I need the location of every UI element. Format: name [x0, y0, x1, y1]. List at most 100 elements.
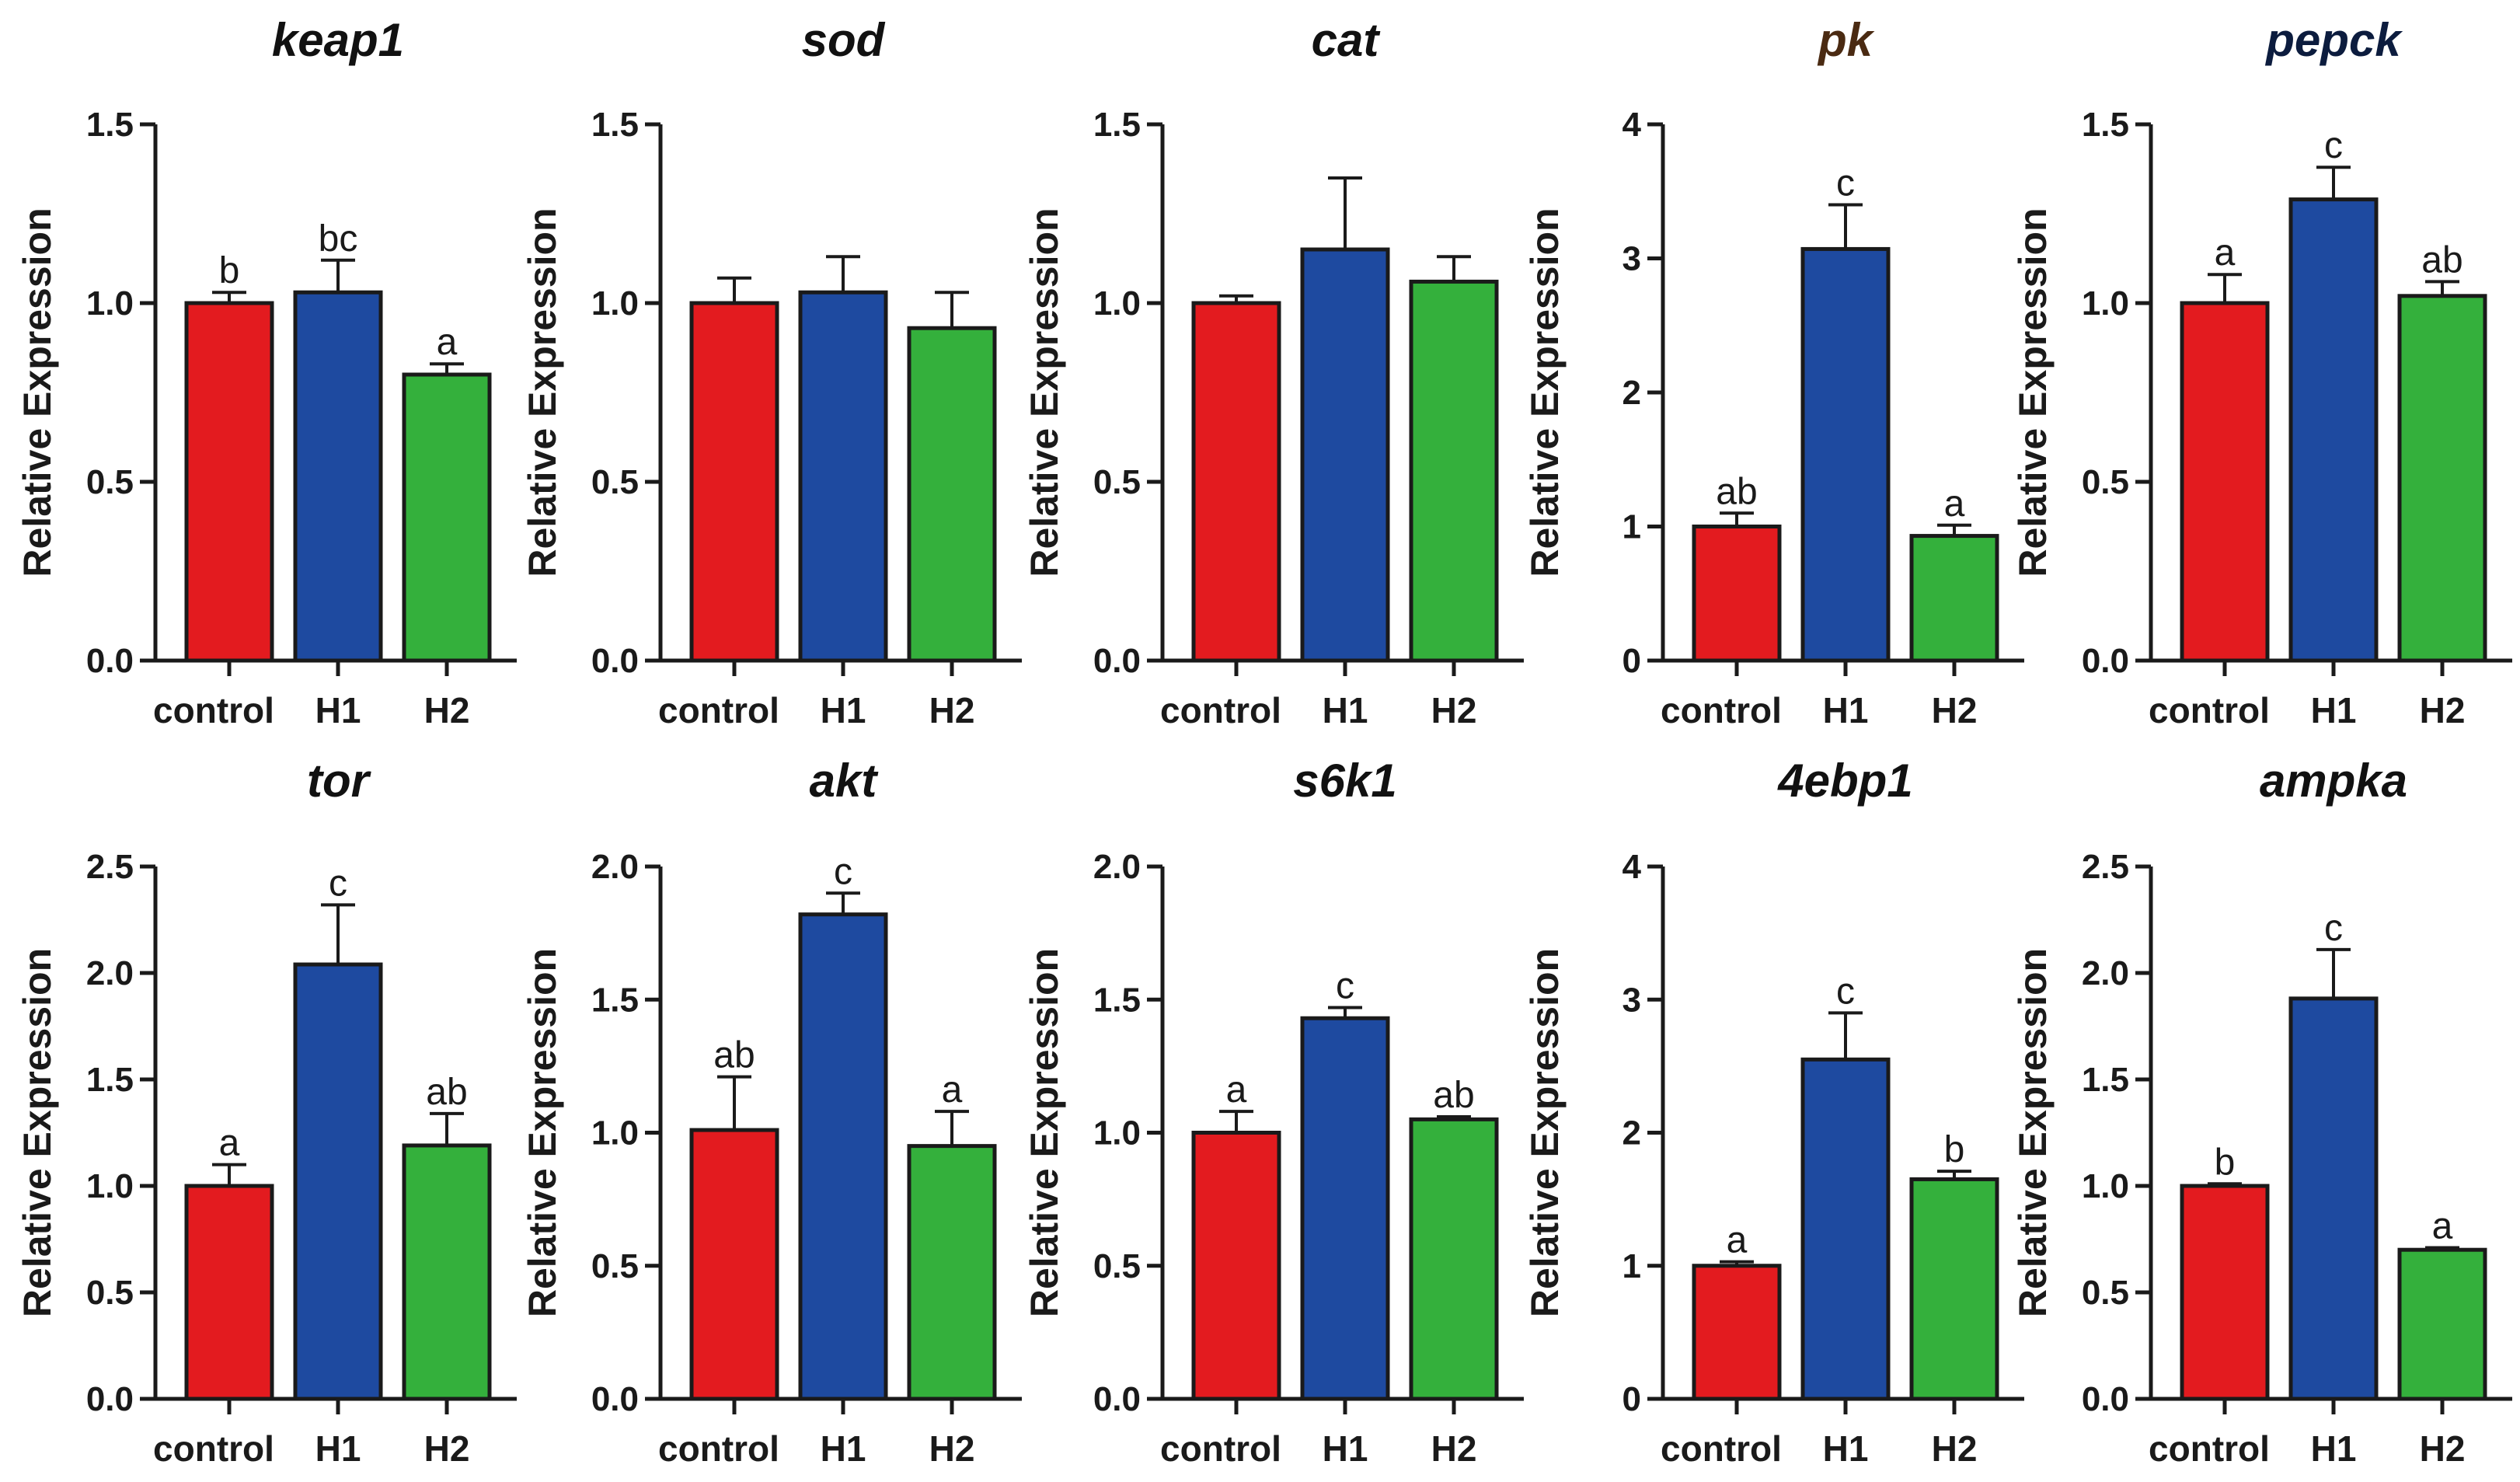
significance-letter: c — [834, 851, 852, 892]
bar-control — [184, 301, 274, 663]
significance-letter: a — [1944, 483, 1965, 525]
significance-letter: ab — [1433, 1075, 1474, 1116]
significance-letter: a — [437, 322, 458, 363]
y-tick-label: 1.5 — [2082, 106, 2129, 144]
significance-letter: a — [1226, 1069, 1247, 1111]
x-tick-label: control — [2149, 1428, 2270, 1469]
x-tick-label: H2 — [1431, 690, 1477, 731]
y-axis-label: Relative Expression — [2011, 207, 2055, 577]
y-tick-label: 2.0 — [591, 848, 639, 886]
bar-control — [184, 1184, 274, 1401]
chart-panel-akt: akt Relative Expression 0.0 0.5 1.0 1.5 2.0 ab c… — [521, 755, 1022, 1469]
chart-panel-sod: sod Relative Expression 0.0 0.5 1.0 1.5 contro… — [521, 14, 1022, 731]
bar-H1 — [293, 290, 383, 663]
x-tick-label: control — [1160, 690, 1281, 731]
x-tick-label: H2 — [929, 1428, 975, 1469]
x-tick-label: H1 — [1323, 1428, 1368, 1469]
x-tick-label: control — [1661, 1428, 1782, 1469]
significance-letter: bc — [319, 218, 358, 260]
y-tick-label: 0.5 — [2082, 463, 2129, 501]
y-tick-label: 2 — [1622, 374, 1641, 412]
bar-H1 — [798, 290, 888, 663]
x-tick-label: H1 — [315, 690, 361, 731]
y-tick-label: 1.0 — [591, 1114, 639, 1152]
x-tick-label: H2 — [2420, 690, 2466, 731]
y-tick-label: 0.5 — [591, 1247, 639, 1285]
x-tick-label: H1 — [315, 1428, 361, 1469]
significance-letter: ab — [713, 1035, 755, 1076]
significance-letter: ab — [1716, 471, 1757, 512]
bar-H1 — [2288, 197, 2379, 663]
bar-control — [1692, 525, 1782, 663]
y-tick-label: 0.0 — [86, 1380, 134, 1418]
chart-title: tor — [307, 755, 372, 807]
bar-H2 — [907, 1144, 997, 1401]
bar-control — [1692, 1264, 1782, 1401]
x-tick-label: H1 — [1823, 1428, 1869, 1469]
bar-H1 — [798, 912, 888, 1401]
bar-H2 — [2397, 294, 2487, 663]
y-tick-label: 2.0 — [1093, 848, 1141, 886]
x-tick-label: control — [1661, 690, 1782, 731]
y-tick-label: 4 — [1622, 106, 1642, 144]
bar-H2 — [1409, 279, 1499, 663]
x-tick-label: control — [658, 690, 779, 731]
chart-panel-4ebp1: 4ebp1 Relative Expression 0 1 2 3 4 a control c H1… — [1523, 755, 2024, 1469]
x-tick-label: H1 — [1323, 690, 1368, 731]
x-tick-label: control — [153, 1428, 274, 1469]
significance-letter: a — [219, 1123, 240, 1164]
bar-H2 — [402, 1143, 492, 1401]
significance-letter: a — [2215, 232, 2236, 274]
bar-control — [1191, 1131, 1281, 1401]
chart-panel-ampka: ampka Relative Expression 0.0 0.5 1.0 1.5 2.0 2… — [2011, 755, 2512, 1469]
y-tick-label: 1.5 — [2082, 1061, 2129, 1099]
y-tick-label: 1.5 — [591, 981, 639, 1019]
significance-letter: b — [1944, 1129, 1965, 1170]
bar-H1 — [1300, 247, 1390, 663]
y-tick-label: 0 — [1622, 642, 1641, 680]
x-tick-label: H1 — [1823, 690, 1869, 731]
x-tick-label: H1 — [821, 1428, 866, 1469]
y-tick-label: 4 — [1622, 848, 1642, 886]
bar-control — [689, 301, 779, 663]
y-tick-label: 1.0 — [2082, 1167, 2129, 1205]
y-axis-label: Relative Expression — [16, 948, 59, 1317]
y-tick-label: 1.5 — [591, 106, 639, 144]
x-tick-label: control — [658, 1428, 779, 1469]
y-tick-label: 0.5 — [86, 463, 134, 501]
chart-title: s6k1 — [1293, 755, 1396, 807]
significance-letter: c — [1836, 971, 1855, 1012]
bar-control — [1191, 301, 1281, 663]
bar-H1 — [1800, 246, 1891, 663]
significance-letter: c — [329, 863, 347, 904]
y-tick-label: 1.0 — [2082, 284, 2129, 323]
y-tick-label: 0.5 — [591, 463, 639, 501]
y-axis-label: Relative Expression — [1023, 948, 1066, 1317]
x-tick-label: H2 — [424, 1428, 470, 1469]
x-tick-label: H2 — [2420, 1428, 2466, 1469]
bar-H2 — [2397, 1247, 2487, 1401]
y-tick-label: 1 — [1622, 508, 1641, 546]
x-tick-label: H2 — [424, 690, 470, 731]
y-tick-label: 1.5 — [1093, 981, 1141, 1019]
significance-letter: c — [1336, 966, 1354, 1007]
y-tick-label: 1.0 — [591, 284, 639, 323]
y-axis-label: Relative Expression — [2011, 948, 2055, 1317]
y-tick-label: 1.5 — [86, 1061, 134, 1099]
y-tick-label: 0.0 — [591, 642, 639, 680]
significance-letter: a — [942, 1069, 963, 1111]
chart-title: pepck — [2264, 14, 2403, 66]
significance-letter: ab — [2421, 239, 2462, 281]
y-tick-label: 3 — [1622, 981, 1641, 1019]
chart-panel-s6k1: s6k1 Relative Expression 0.0 0.5 1.0 1.5 2.0 a c… — [1023, 755, 1524, 1469]
y-tick-label: 1.0 — [1093, 1114, 1141, 1152]
y-tick-label: 0.0 — [1093, 642, 1141, 680]
significance-letter: ab — [426, 1072, 467, 1113]
y-tick-label: 0 — [1622, 1380, 1641, 1418]
x-tick-label: control — [153, 690, 274, 731]
significance-letter: a — [1727, 1220, 1748, 1261]
chart-title: sod — [802, 14, 886, 66]
y-tick-label: 0.5 — [86, 1274, 134, 1312]
y-axis-label: Relative Expression — [1023, 207, 1066, 577]
